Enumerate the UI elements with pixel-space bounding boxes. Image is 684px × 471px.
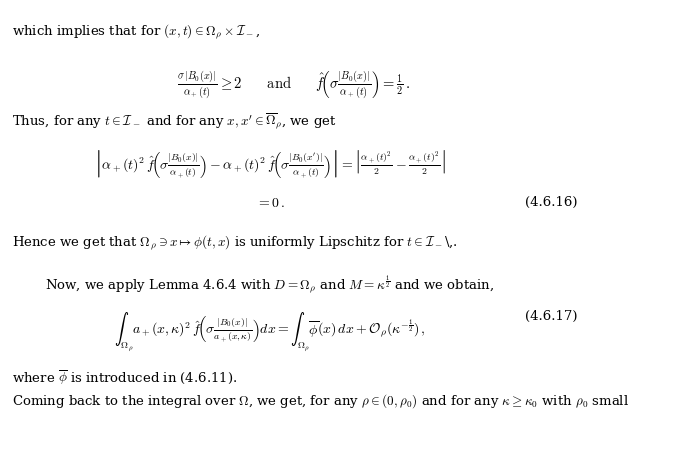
Text: Coming back to the integral over $\Omega$, we get, for any $\rho \in (0, \rho_0): Coming back to the integral over $\Omega… xyxy=(12,392,629,410)
Text: $\int_{\Omega_\rho} a_+(x,\kappa)^2\, \hat{f}\!\left(\sigma \frac{|B_0(x)|}{a_+(: $\int_{\Omega_\rho} a_+(x,\kappa)^2\, \h… xyxy=(114,310,426,353)
Text: Now, we apply Lemma 4.6.4 with $D = \Omega_\rho$ and $M = \kappa^{\frac{1}{2}}$ : Now, we apply Lemma 4.6.4 with $D = \Ome… xyxy=(45,273,495,295)
Text: $\frac{\sigma\, |B_0(x)|}{\alpha_+(t)} \geq 2 \qquad \text{and} \qquad \hat{f}\!: $\frac{\sigma\, |B_0(x)|}{\alpha_+(t)} \… xyxy=(177,69,410,101)
Text: Hence we get that $\Omega_\rho \ni x \mapsto \phi(t, x)$ is uniformly Lipschitz : Hence we get that $\Omega_\rho \ni x \ma… xyxy=(12,233,458,252)
Text: which implies that for $(x, t) \in \Omega_\rho \times \mathcal{I}_-$,: which implies that for $(x, t) \in \Omeg… xyxy=(12,23,260,41)
Text: (4.6.17): (4.6.17) xyxy=(525,310,577,324)
Text: Thus, for any $t \in \mathcal{I}_-$ and for any $x, x' \in \overline{\Omega}_\rh: Thus, for any $t \in \mathcal{I}_-$ and … xyxy=(12,112,337,131)
Text: (4.6.16): (4.6.16) xyxy=(525,196,577,209)
Text: $= 0\,.$: $= 0\,.$ xyxy=(256,196,285,210)
Text: where $\overline{\phi}$ is introduced in (4.6.11).: where $\overline{\phi}$ is introduced in… xyxy=(12,369,237,387)
Text: $\left|\alpha_+(t)^2\, \hat{f}\!\left(\sigma \frac{|B_0(x)|}{\alpha_+(t)}\right): $\left|\alpha_+(t)^2\, \hat{f}\!\left(\s… xyxy=(94,149,446,181)
